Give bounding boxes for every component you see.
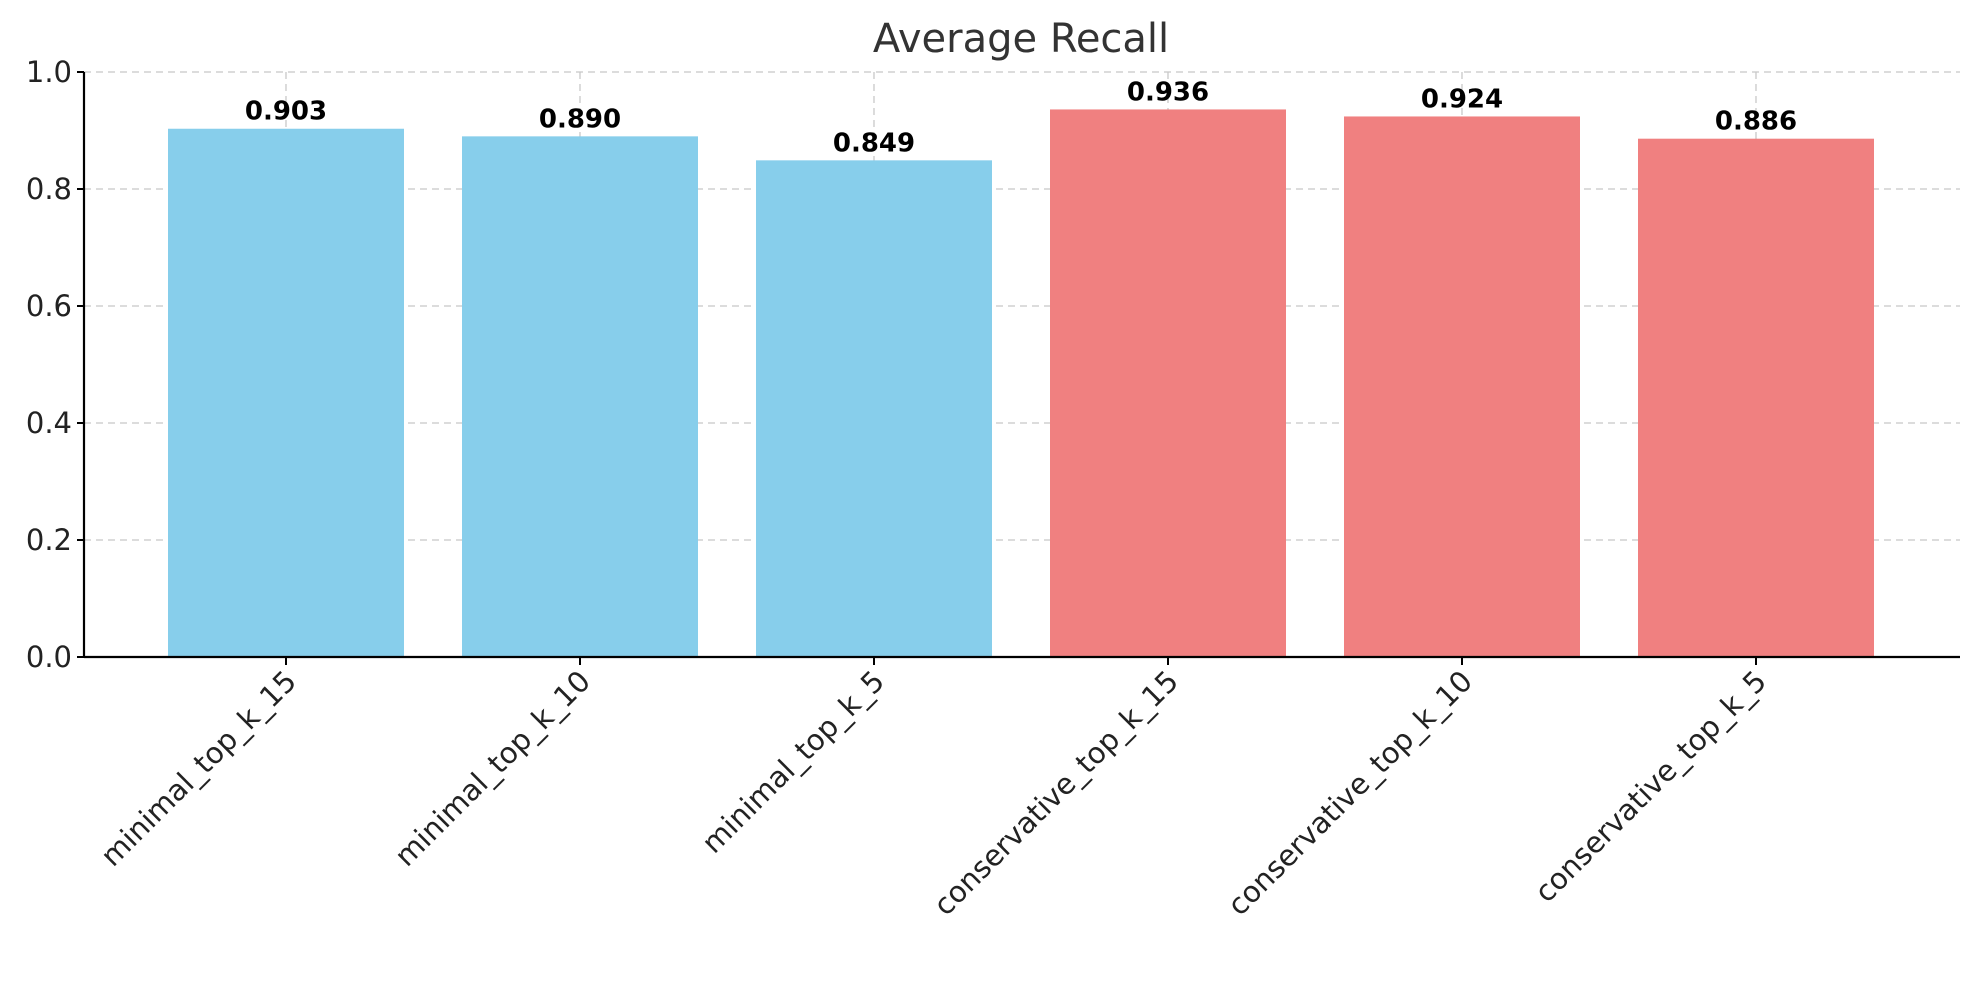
bar bbox=[462, 136, 698, 658]
bar bbox=[168, 128, 404, 657]
bars-layer bbox=[168, 109, 1874, 658]
x-tick-label: conservative_top_k_10 bbox=[1221, 664, 1479, 922]
bar bbox=[1344, 116, 1580, 657]
y-tick-labels: 0.0 0.2 0.4 0.6 0.8 1.0 bbox=[26, 55, 84, 674]
x-tick-label: minimal_top_k_15 bbox=[94, 664, 303, 873]
y-tick-label: 1.0 bbox=[26, 55, 72, 89]
data-labels: 0.903 0.890 0.849 0.936 0.924 0.886 bbox=[245, 77, 1797, 158]
x-tick-label: conservative_top_k_15 bbox=[927, 664, 1185, 922]
data-label: 0.903 bbox=[245, 97, 327, 127]
bar bbox=[1050, 109, 1286, 657]
x-tick-label: minimal_top_k_10 bbox=[388, 664, 597, 873]
data-label: 0.849 bbox=[833, 128, 915, 158]
bar bbox=[1638, 138, 1874, 657]
data-label: 0.890 bbox=[539, 104, 621, 134]
x-tick-label: minimal_top_k_5 bbox=[695, 664, 891, 860]
chart-title: Average Recall bbox=[873, 16, 1169, 62]
x-tick-label: conservative_top_k_5 bbox=[1528, 664, 1773, 909]
data-label: 0.936 bbox=[1127, 77, 1209, 107]
data-label: 0.886 bbox=[1715, 107, 1797, 137]
data-label: 0.924 bbox=[1421, 84, 1503, 114]
axes-layer bbox=[82, 72, 1960, 659]
y-tick-label: 0.8 bbox=[26, 172, 72, 206]
y-tick-label: 0.2 bbox=[26, 523, 72, 557]
y-tick-label: 0.0 bbox=[26, 640, 72, 674]
x-tick-labels: minimal_top_k_15 minimal_top_k_10 minimal_… bbox=[94, 657, 1773, 922]
y-tick-label: 0.4 bbox=[26, 406, 72, 440]
bar bbox=[756, 160, 992, 657]
y-tick-label: 0.6 bbox=[26, 289, 72, 323]
